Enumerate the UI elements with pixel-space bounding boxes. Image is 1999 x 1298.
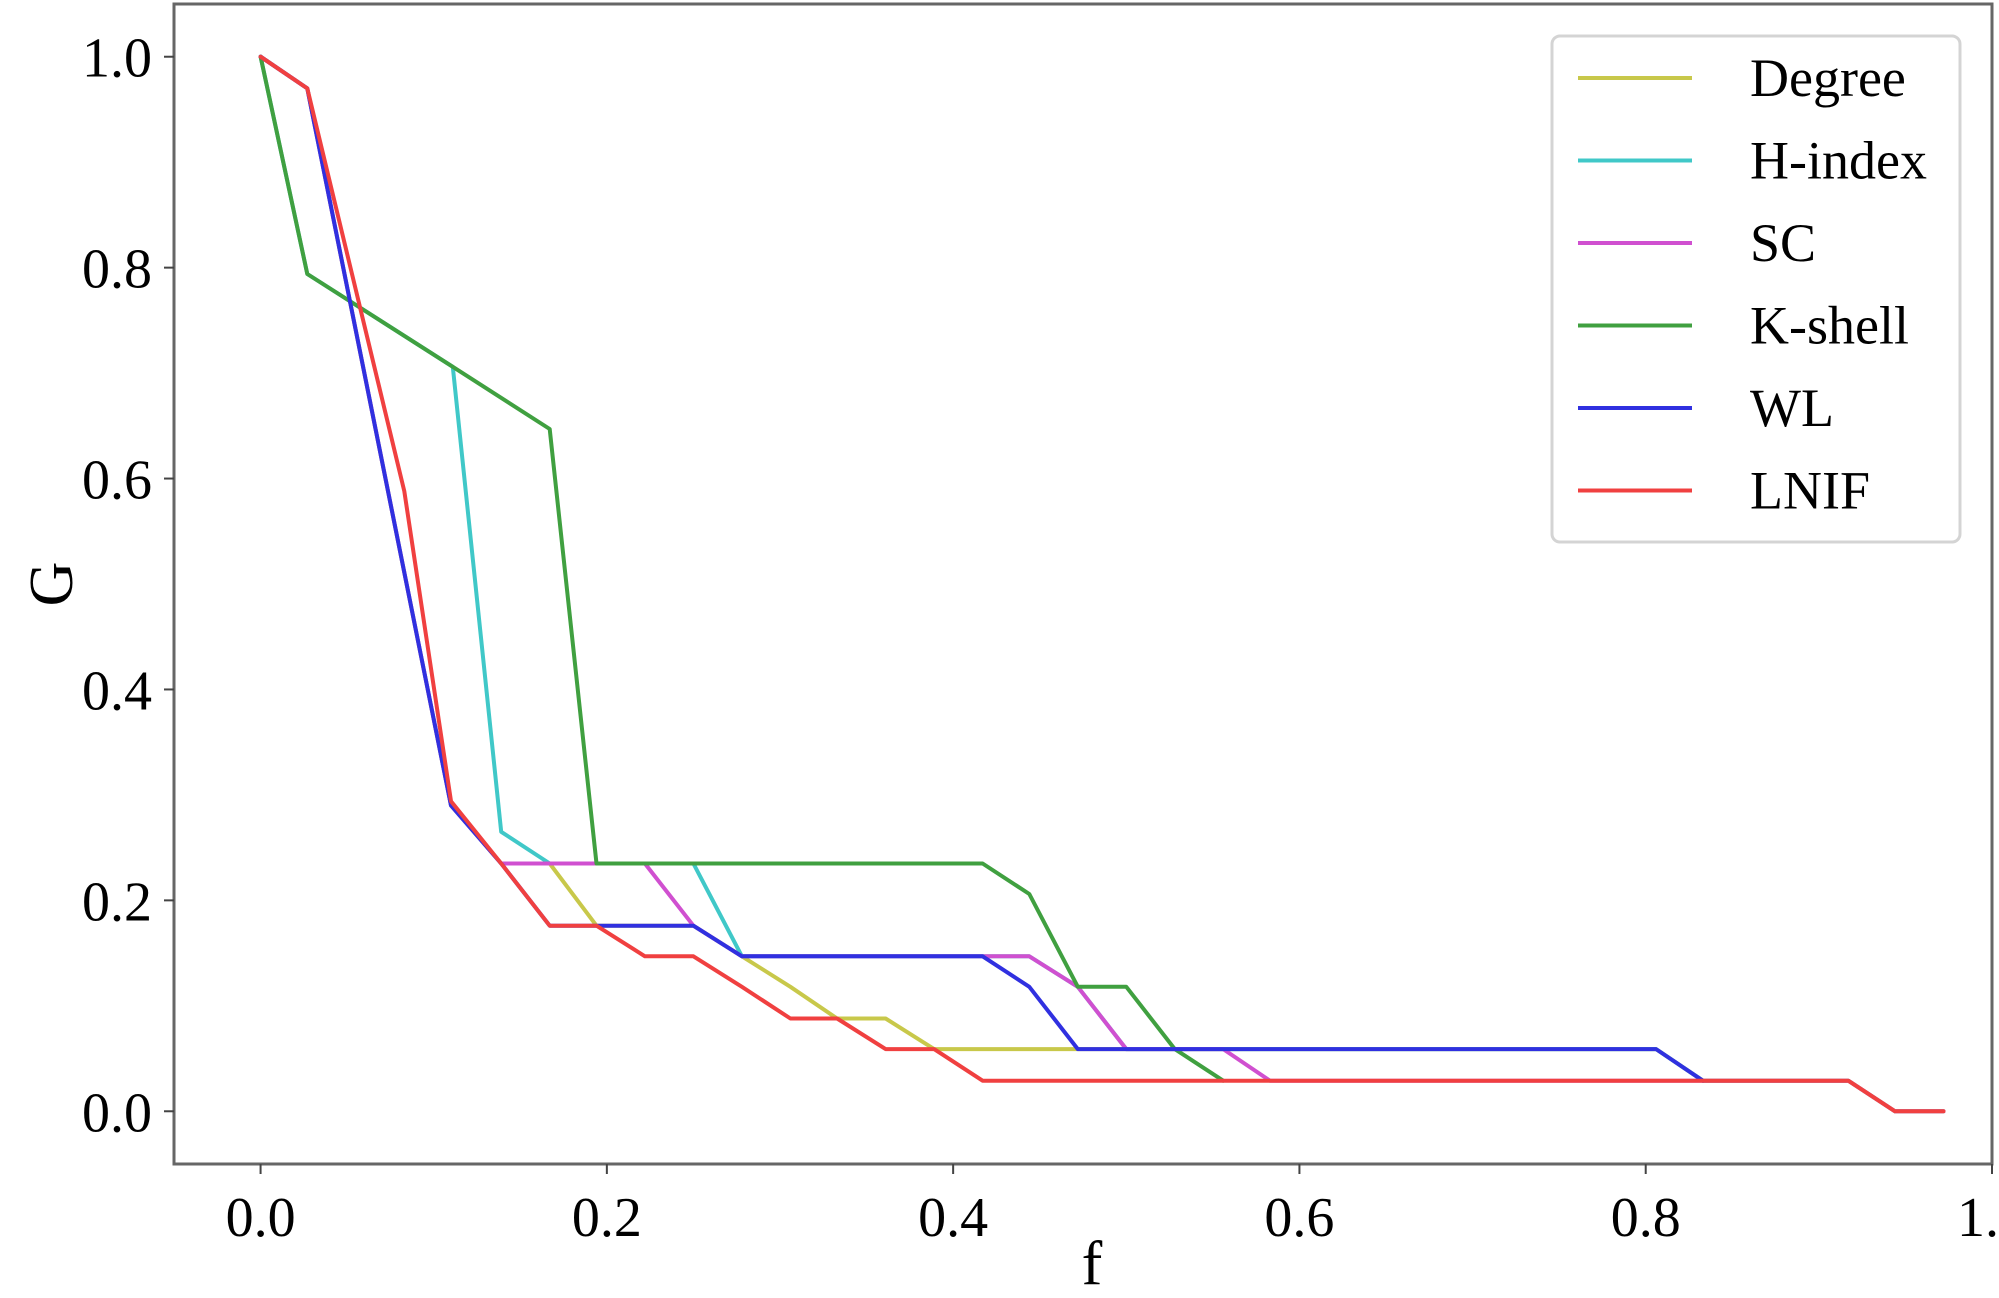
x-axis-label: f (1082, 1230, 1103, 1298)
x-tick-label: 0.4 (918, 1187, 988, 1249)
series-layer (258, 54, 1946, 1114)
legend-label: Degree (1750, 48, 1906, 108)
y-tick-label: 0.0 (82, 1082, 152, 1144)
x-tick-label: 0.6 (1264, 1187, 1334, 1249)
y-tick-label: 1.0 (82, 28, 152, 90)
x-tick-label: 0.8 (1611, 1187, 1681, 1249)
plot-frame (172, 2, 1994, 1166)
y-tick-label: 0.4 (82, 660, 152, 722)
x-axis: 0.0 0.2 0.4 0.6 0.8 1.0 (226, 1164, 1999, 1249)
series-line-k-shell (258, 54, 1226, 1083)
legend: Degree H-index SC K-shell WL LNIF (1550, 34, 1962, 544)
series-line-lnif (258, 54, 1946, 1114)
legend-label: K-shell (1750, 296, 1909, 356)
y-tick-label: 0.6 (82, 450, 152, 512)
x-tick-label: 0.0 (226, 1187, 296, 1249)
y-tick-label: 0.2 (82, 871, 152, 933)
legend-label: LNIF (1750, 461, 1870, 521)
x-tick-label: 0.2 (572, 1187, 642, 1249)
series-line-wl (258, 54, 1705, 1083)
x-tick-label: 1.0 (1957, 1187, 1999, 1249)
legend-label: WL (1750, 378, 1834, 438)
y-axis-label: G (18, 562, 86, 607)
legend-label: H-index (1750, 131, 1927, 191)
y-tick-label: 0.8 (82, 239, 152, 301)
legend-label: SC (1750, 213, 1816, 273)
y-axis: 0.0 0.2 0.4 0.6 0.8 1.0 (82, 28, 174, 1144)
